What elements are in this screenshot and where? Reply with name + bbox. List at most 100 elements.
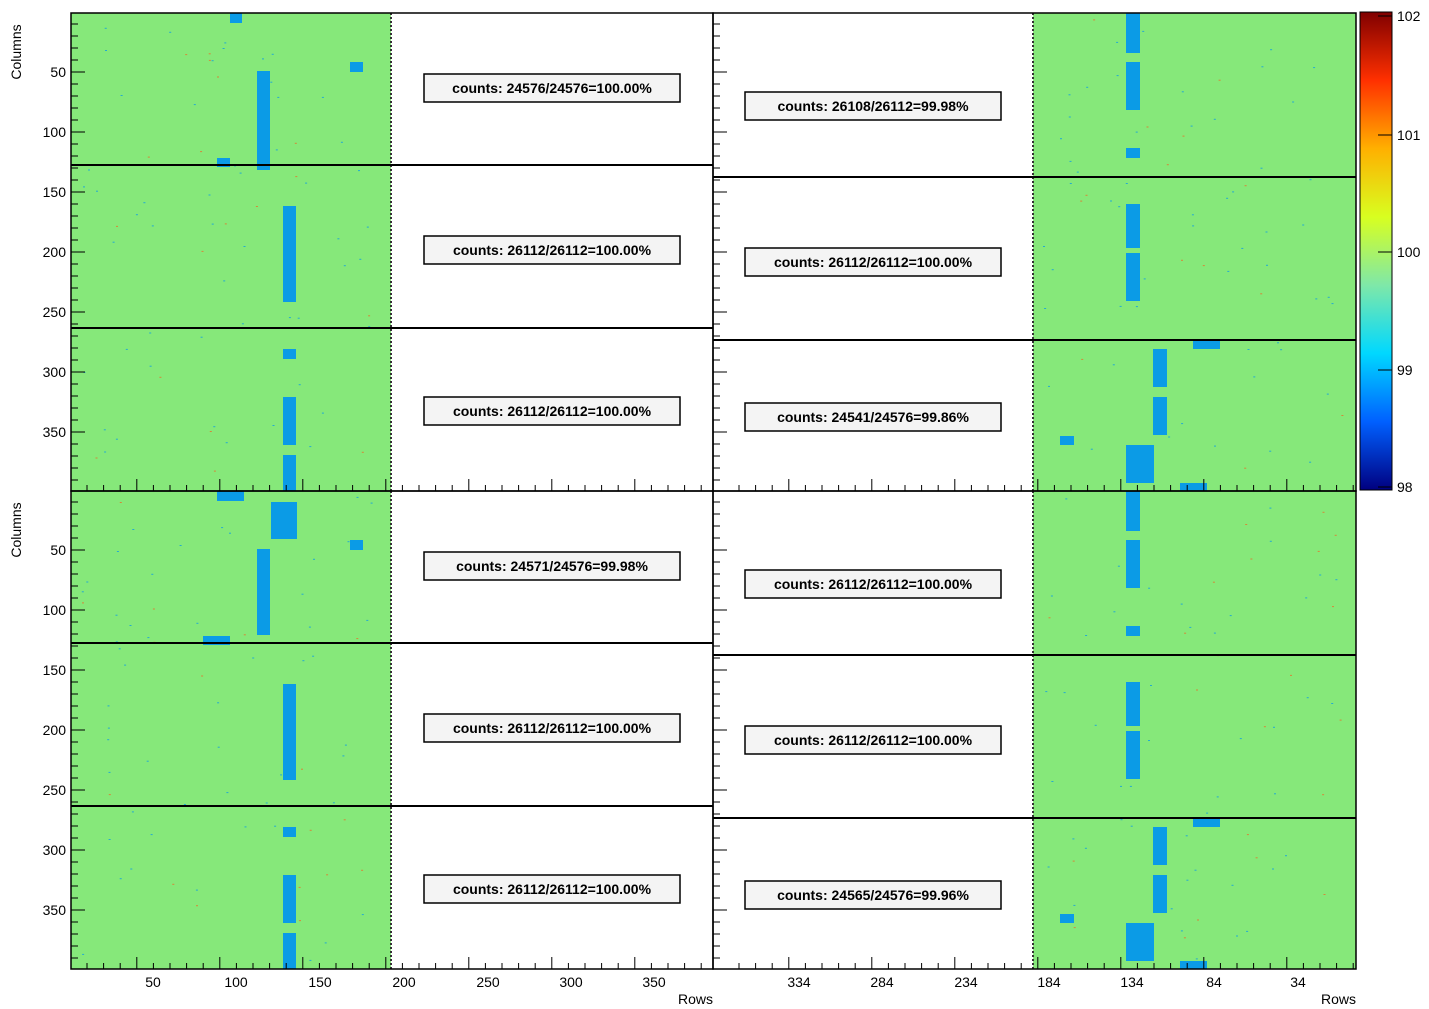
sparse-pixel [1331, 303, 1334, 305]
count-label: counts: 24571/24576=99.98% [456, 558, 648, 574]
x-tick-label: 300 [559, 974, 583, 990]
sparse-pixel [275, 149, 278, 151]
inefficient-column [1126, 923, 1154, 961]
sparse-pixel [108, 839, 111, 840]
sparse-pixel [1309, 179, 1312, 181]
x-tick-label: 350 [642, 974, 666, 990]
sparse-pixel [196, 905, 198, 907]
sparse-pixel [1332, 606, 1334, 608]
heatmap-cells [71, 13, 1356, 969]
sparse-pixel [1060, 138, 1062, 140]
sparse-pixel [1244, 185, 1247, 187]
sparse-pixel [1050, 595, 1053, 597]
x-tick-label: 50 [145, 974, 161, 990]
sparse-pixel [151, 573, 154, 575]
count-label-box [744, 247, 1002, 277]
sparse-pixel [1263, 726, 1266, 728]
sparse-pixel [301, 768, 303, 770]
y-tick-label: 300 [43, 364, 67, 380]
sparse-pixel [1269, 507, 1272, 509]
colorbar-tick-label: 98 [1397, 479, 1413, 495]
efficient-region-left [71, 491, 391, 969]
sparse-pixel [244, 826, 247, 828]
colorbar-tick-label: 101 [1397, 127, 1421, 143]
inefficient-column [1126, 731, 1140, 779]
sparse-pixel [1253, 376, 1256, 378]
x-tick-label: 84 [1206, 974, 1222, 990]
sparse-pixel [1143, 278, 1146, 280]
sparse-pixel [119, 878, 122, 880]
sparse-pixel [1322, 794, 1325, 796]
y-tick-label: 200 [43, 722, 67, 738]
sparse-pixel [1086, 86, 1089, 88]
sparse-pixel [1166, 164, 1169, 166]
y-tick-label: 150 [43, 662, 67, 678]
sparse-pixel [209, 431, 212, 432]
inefficient-column [283, 875, 296, 923]
sparse-pixel [1239, 738, 1242, 740]
sparse-pixel [96, 190, 98, 192]
sparse-pixel [1047, 866, 1050, 868]
sparse-pixel [1309, 461, 1312, 463]
colorbar-tick-label: 102 [1397, 8, 1421, 24]
sparse-pixel [321, 96, 324, 98]
sparse-pixel [107, 739, 110, 741]
sparse-pixel [1326, 393, 1329, 395]
sparse-pixel [1280, 349, 1283, 351]
count-label: counts: 24565/24576=99.96% [777, 887, 969, 903]
colorbar-tick-label: 100 [1397, 244, 1421, 260]
count-label-box [423, 73, 681, 103]
sparse-pixel [1241, 247, 1244, 249]
sparse-pixel [107, 705, 110, 707]
sparse-pixel [1261, 66, 1264, 68]
sparse-pixel [1214, 445, 1216, 447]
sparse-pixel [1196, 689, 1198, 691]
sparse-pixel [226, 792, 229, 794]
inefficient-column [1126, 540, 1140, 588]
inefficient-column [1126, 62, 1140, 110]
sparse-pixel [146, 760, 149, 762]
x-tick-label: 234 [954, 974, 978, 990]
sparse-pixel [1322, 511, 1325, 513]
sparse-pixel [1306, 697, 1309, 699]
sparse-pixel [366, 226, 369, 228]
sparse-pixel [1331, 703, 1334, 704]
sparse-pixel [172, 883, 175, 885]
sparse-pixel [201, 675, 204, 677]
sparse-pixel [1048, 385, 1050, 387]
sparse-pixel [298, 886, 301, 888]
sparse-pixel [1135, 131, 1138, 133]
inefficient-column [283, 684, 296, 733]
inefficient-column [1153, 397, 1167, 435]
sparse-pixel [1051, 269, 1054, 271]
sparse-pixel [343, 265, 346, 267]
sparse-pixel [1069, 183, 1072, 184]
sparse-pixel [224, 42, 227, 44]
inefficient-column [217, 491, 244, 501]
sparse-pixel [147, 156, 150, 158]
sparse-pixel [347, 541, 350, 543]
sparse-pixel [361, 869, 364, 871]
sparse-pixel [149, 332, 152, 334]
y-tick-label: 350 [43, 902, 67, 918]
efficient-region-right [1033, 491, 1356, 969]
sparse-pixel [1313, 67, 1316, 69]
sparse-pixel [1269, 450, 1272, 452]
sparse-pixel [1231, 884, 1234, 886]
count-label: counts: 24541/24576=99.86% [777, 409, 969, 425]
inefficient-column [257, 120, 270, 170]
count-label-box [744, 402, 1002, 432]
sparse-pixel [83, 186, 85, 188]
count-label-box [423, 713, 681, 743]
sparse-pixel [1260, 167, 1263, 169]
inefficient-column [1126, 445, 1154, 483]
sparse-pixel [337, 238, 340, 240]
sparse-pixel [200, 151, 203, 153]
count-label: counts: 24576/24576=100.00% [452, 80, 652, 96]
sparse-pixel [305, 182, 308, 184]
sparse-pixel [361, 451, 364, 453]
sparse-pixel [252, 657, 255, 659]
sparse-pixel [1120, 785, 1122, 787]
y-axis-title-top: Columns [8, 24, 24, 79]
